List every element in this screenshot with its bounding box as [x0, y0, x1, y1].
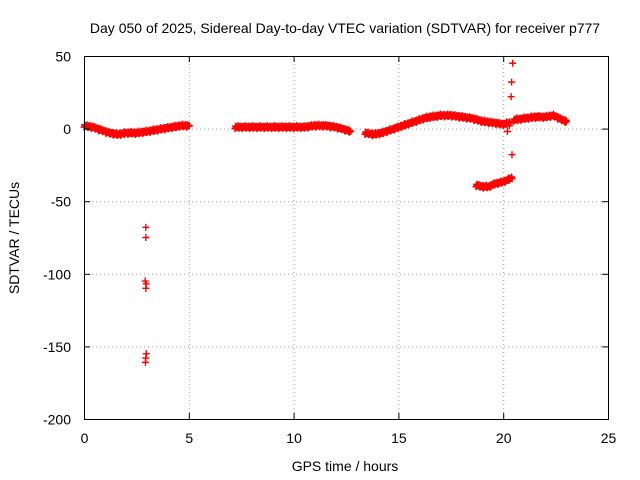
x-tick-label: 5 [185, 430, 193, 446]
data-point [508, 175, 516, 183]
data-point [142, 223, 150, 231]
data-points [80, 59, 571, 366]
x-tick-label: 0 [81, 430, 89, 446]
x-tick-label: 15 [391, 430, 407, 446]
x-axis-label: GPS time / hours [292, 458, 399, 474]
data-point [185, 122, 193, 130]
x-tick-label: 10 [286, 430, 302, 446]
data-point [142, 284, 150, 292]
data-point [507, 93, 515, 101]
chart-title: Day 050 of 2025, Sidereal Day-to-day VTE… [90, 20, 600, 36]
data-point [508, 78, 516, 86]
data-point [503, 128, 511, 136]
data-point [509, 59, 517, 67]
y-tick-label: 50 [55, 49, 71, 65]
x-tick-label: 25 [601, 430, 617, 446]
grid [84, 56, 608, 419]
y-tick-label: -150 [43, 339, 71, 355]
axis-ticks: 0 5 10 15 20 25 50 0 -50 -100 -150 -200 [43, 49, 617, 447]
y-tick-label: -50 [51, 194, 71, 210]
plot-frame [84, 56, 609, 420]
x-tick-label: 20 [496, 430, 512, 446]
y-tick-label: 0 [63, 121, 71, 137]
y-axis-label: SDTVAR / TECUs [6, 182, 22, 294]
y-tick-label: -100 [43, 266, 71, 282]
data-point [505, 122, 513, 130]
data-point [347, 128, 355, 136]
data-point [142, 234, 150, 241]
data-point [508, 151, 516, 159]
y-tick-label: -200 [43, 412, 71, 428]
data-point [563, 117, 571, 125]
data-point [141, 358, 149, 366]
